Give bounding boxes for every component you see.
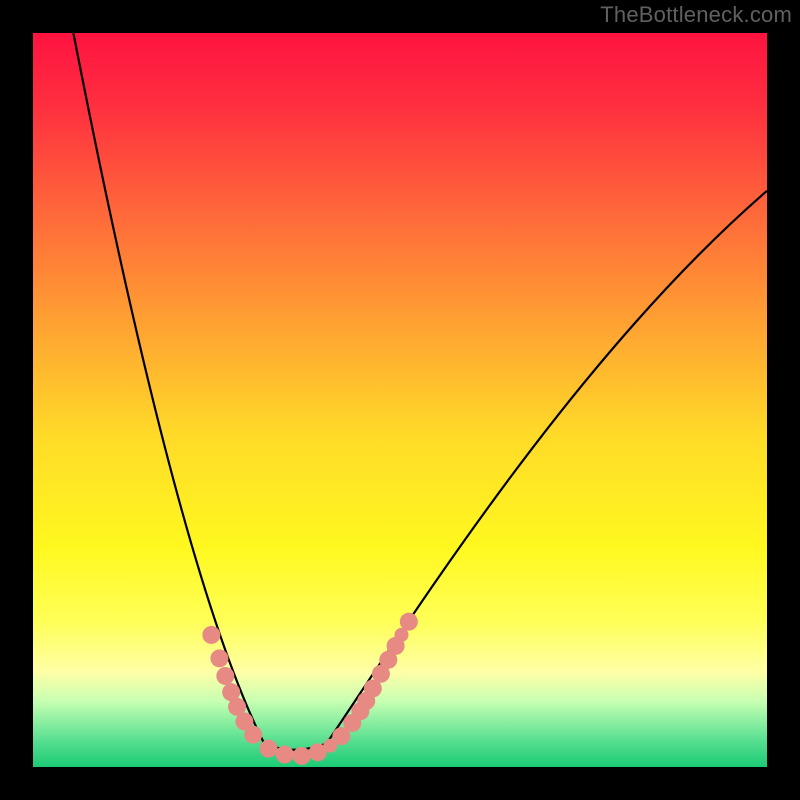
watermark-text: TheBottleneck.com [600, 2, 792, 28]
bottleneck-chart [0, 0, 800, 800]
marker-point [260, 740, 278, 758]
marker-point [244, 726, 262, 744]
marker-point [216, 667, 234, 685]
marker-point [210, 649, 228, 667]
plot-area [33, 33, 767, 767]
marker-point [293, 747, 311, 765]
marker-point [276, 746, 294, 764]
marker-point [202, 626, 220, 644]
marker-point [400, 613, 418, 631]
chart-container: TheBottleneck.com [0, 0, 800, 800]
